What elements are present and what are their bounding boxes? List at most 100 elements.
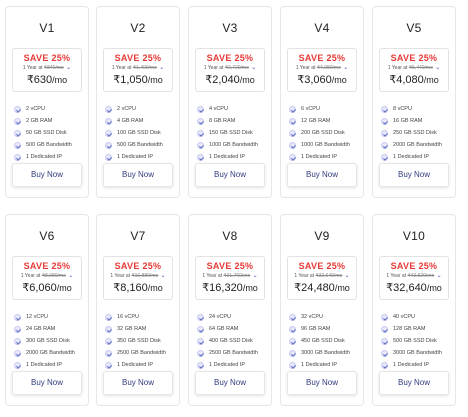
feature-item: 2500 GB Bandwidth — [105, 347, 179, 359]
feature-label: 1 Dedicated IP — [26, 362, 63, 368]
check-circle-icon — [105, 313, 112, 321]
buy-now-button[interactable]: Buy Now — [195, 163, 265, 187]
check-circle-icon — [14, 361, 21, 369]
feature-label: 1 Dedicated IP — [301, 362, 338, 368]
billing-term-select[interactable]: 1 Year at ₹21,760/mo ⌄ — [196, 272, 264, 281]
feature-item: 400 GB SSD Disk — [197, 335, 271, 347]
chevron-down-icon[interactable]: ⌄ — [344, 273, 350, 279]
feature-label: 150 GB SSD Disk — [209, 130, 253, 136]
feature-list: 6 vCPU 12 GB RAM 200 GB SSD Disk 1000 GB Ba… — [289, 103, 363, 163]
buy-now-button[interactable]: Buy Now — [103, 371, 173, 395]
buy-now-button[interactable]: Buy Now — [287, 163, 357, 187]
feature-item: 150 GB SSD Disk — [197, 127, 271, 139]
billing-term-select[interactable]: 1 Year at ₹8,080/mo ⌄ — [13, 272, 81, 281]
chevron-down-icon[interactable]: ⌄ — [159, 65, 165, 71]
feature-item: 1 Dedicated IP — [197, 151, 271, 163]
price-period: /mo — [147, 75, 163, 85]
check-circle-icon — [105, 117, 112, 125]
buy-now-button[interactable]: Buy Now — [195, 371, 265, 395]
price-amount: ₹1,050 — [113, 74, 148, 86]
chevron-down-icon[interactable]: ⌄ — [252, 273, 258, 279]
feature-item: 8 vCPU — [381, 103, 455, 115]
billing-term-select[interactable]: 1 Year at ₹10,880/mo ⌄ — [104, 272, 172, 281]
buy-now-button[interactable]: Buy Now — [103, 163, 173, 187]
feature-list: 16 vCPU 32 GB RAM 350 GB SSD Disk 2500 GB B… — [105, 311, 179, 371]
price-box: SAVE 25% 1 Year at ₹10,880/mo ⌄ ₹8,160/m… — [103, 256, 173, 300]
chevron-down-icon[interactable]: ⌄ — [343, 65, 349, 71]
check-circle-icon — [105, 105, 112, 113]
old-price: ₹10,880/mo — [131, 273, 159, 279]
buy-now-button[interactable]: Buy Now — [287, 371, 357, 395]
check-circle-icon — [197, 141, 204, 149]
feature-label: 100 GB SSD Disk — [117, 130, 161, 136]
chevron-down-icon[interactable]: ⌄ — [160, 273, 166, 279]
chevron-down-icon[interactable]: ⌄ — [251, 65, 257, 71]
check-circle-icon — [14, 153, 21, 161]
check-circle-icon — [14, 325, 21, 333]
old-price: ₹21,760/mo — [223, 273, 251, 279]
term-label: 1 Year at — [202, 273, 223, 279]
check-circle-icon — [105, 361, 112, 369]
price-box: SAVE 25% 1 Year at ₹8,080/mo ⌄ ₹6,060/mo — [12, 256, 82, 300]
price-period: /mo — [52, 75, 68, 85]
feature-item: 32 vCPU — [289, 311, 363, 323]
feature-item: 64 GB RAM — [197, 323, 271, 335]
plan-card-v4: V4 SAVE 25% 1 Year at ₹4,080/mo ⌄ ₹3,060… — [280, 6, 364, 198]
plan-price: ₹4,080/mo — [380, 73, 448, 87]
plan-card-v3: V3 SAVE 25% 1 Year at ₹2,720/mo ⌄ ₹2,040… — [188, 6, 272, 198]
feature-label: 24 vCPU — [209, 314, 232, 320]
feature-label: 128 GB RAM — [393, 326, 426, 332]
chevron-down-icon[interactable]: ⌄ — [68, 273, 74, 279]
price-amount: ₹32,640 — [386, 282, 427, 294]
term-label: 1 Year at — [203, 65, 224, 71]
term-label: 1 Year at — [20, 273, 41, 279]
check-circle-icon — [14, 105, 21, 113]
feature-item: 24 GB RAM — [14, 323, 88, 335]
billing-term-select[interactable]: 1 Year at ₹2,720/mo ⌄ — [196, 64, 264, 73]
feature-item: 4 GB RAM — [105, 115, 179, 127]
billing-term-select[interactable]: 1 Year at ₹5,440/mo ⌄ — [380, 64, 448, 73]
billing-term-select[interactable]: 1 Year at ₹43,520/mo ⌄ — [380, 272, 448, 281]
billing-term-select[interactable]: 1 Year at ₹1,400/mo ⌄ — [104, 64, 172, 73]
old-price: ₹2,720/mo — [224, 65, 249, 71]
billing-term-select[interactable]: 1 Year at ₹32,640/mo ⌄ — [288, 272, 356, 281]
billing-term-select[interactable]: 1 Year at ₹840/mo ⌄ — [13, 64, 81, 73]
price-amount: ₹4,080 — [389, 74, 424, 86]
feature-item: 100 GB SSD Disk — [105, 127, 179, 139]
feature-label: 4 vCPU — [209, 106, 228, 112]
buy-now-button[interactable]: Buy Now — [12, 371, 82, 395]
chevron-down-icon[interactable]: ⌄ — [435, 65, 441, 71]
discount-badge: SAVE 25% — [206, 261, 254, 271]
buy-now-button[interactable]: Buy Now — [12, 163, 82, 187]
check-circle-icon — [14, 117, 21, 125]
feature-label: 32 GB RAM — [117, 326, 147, 332]
check-circle-icon — [381, 337, 388, 345]
feature-item: 3000 GB Bandwidth — [381, 347, 455, 359]
feature-item: 128 GB RAM — [381, 323, 455, 335]
feature-item: 1 Dedicated IP — [14, 151, 88, 163]
discount-badge: SAVE 25% — [23, 53, 71, 63]
plan-name: V1 — [39, 21, 55, 35]
buy-now-button[interactable]: Buy Now — [379, 163, 449, 187]
plan-card-v10: V10 SAVE 25% 1 Year at ₹43,520/mo ⌄ ₹32,… — [372, 214, 456, 406]
billing-term-select[interactable]: 1 Year at ₹4,080/mo ⌄ — [288, 64, 356, 73]
term-label: 1 Year at — [386, 273, 407, 279]
feature-item: 1 Dedicated IP — [289, 151, 363, 163]
check-circle-icon — [381, 153, 388, 161]
buy-now-button[interactable]: Buy Now — [379, 371, 449, 395]
chevron-down-icon[interactable]: ⌄ — [66, 65, 72, 71]
feature-label: 500 GB SSD Disk — [393, 338, 437, 344]
check-circle-icon — [105, 337, 112, 345]
feature-label: 1 Dedicated IP — [209, 154, 246, 160]
check-circle-icon — [289, 337, 296, 345]
term-label: 1 Year at — [110, 273, 131, 279]
feature-label: 16 vCPU — [117, 314, 140, 320]
check-circle-icon — [105, 141, 112, 149]
check-circle-icon — [105, 129, 112, 137]
plan-name: V5 — [406, 21, 422, 35]
feature-label: 250 GB SSD Disk — [393, 130, 437, 136]
plan-price: ₹1,050/mo — [104, 73, 172, 87]
chevron-down-icon[interactable]: ⌄ — [436, 273, 442, 279]
feature-item: 2 vCPU — [14, 103, 88, 115]
feature-label: 2 vCPU — [26, 106, 45, 112]
